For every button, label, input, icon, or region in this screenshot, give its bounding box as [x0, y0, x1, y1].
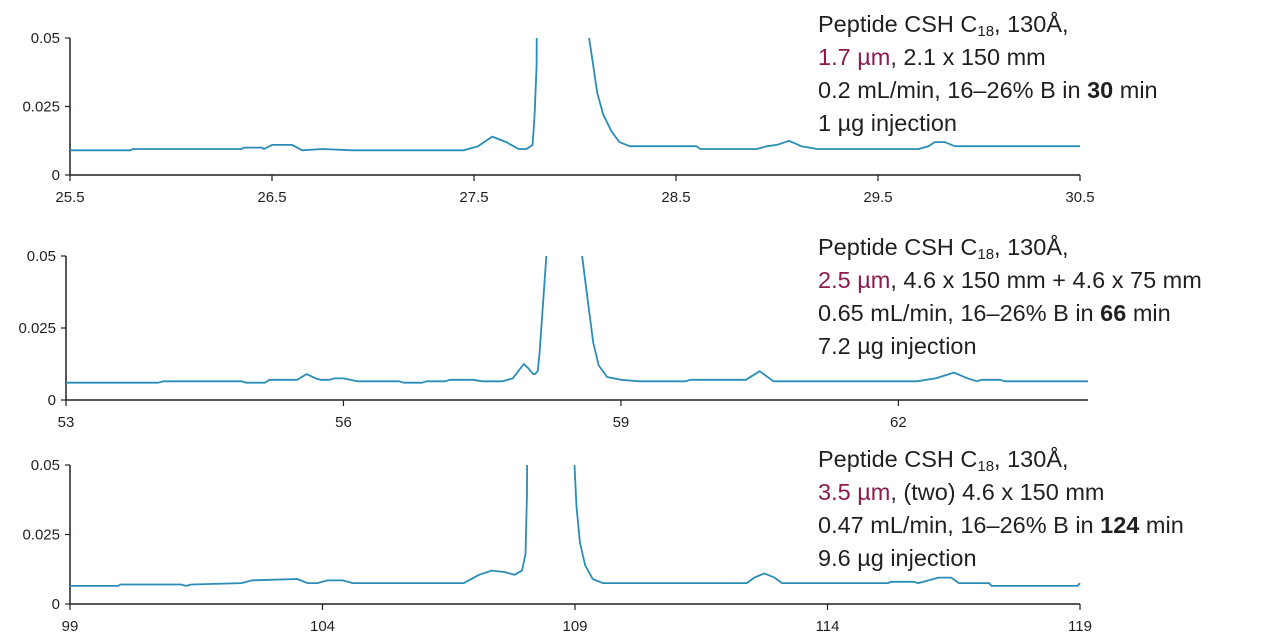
panel-1-y-tick-label: 0 [52, 167, 60, 184]
panel-2-x-tick-label: 59 [613, 414, 630, 431]
panel-2-x-tick-label: 53 [58, 414, 75, 431]
panel-3-x-tick-label: 99 [62, 618, 79, 635]
panel-1-x-tick-label: 28.5 [661, 189, 690, 206]
column-dimensions: 3.5 µm, (two) 4.6 x 150 mm [818, 479, 1105, 505]
injection-amount: 7.2 µg injection [818, 333, 977, 359]
panel-2-annotation: Peptide CSH C18, 130Å, 2.5 µm, 4.6 x 150… [818, 231, 1202, 363]
panel-3-x-tick-label: 114 [816, 618, 840, 635]
column-description: Peptide CSH C18, 130Å, [818, 234, 1069, 263]
flow-conditions: 0.47 mL/min, 16–26% B in 124 min [818, 512, 1184, 538]
particle-size: 3.5 µm [818, 479, 891, 505]
panel-3-annotation: Peptide CSH C18, 130Å, 3.5 µm, (two) 4.6… [818, 443, 1184, 575]
column-description: Peptide CSH C18, 130Å, [818, 446, 1069, 475]
panel-1-annotation: Peptide CSH C18, 130Å, 1.7 µm, 2.1 x 150… [818, 8, 1158, 140]
panel-1-x-tick-label: 30.5 [1065, 189, 1094, 206]
panel-2-y-tick-label: 0.025 [18, 320, 56, 337]
flow-conditions: 0.65 mL/min, 16–26% B in 66 min [818, 300, 1171, 326]
panel-2-x-tick-label: 62 [890, 414, 907, 431]
panel-3-y-tick-label: 0 [52, 596, 60, 613]
panel-3-y-tick-label: 0.05 [31, 457, 60, 474]
panel-2-chromatogram-trace [66, 256, 1088, 384]
panel-1-y-tick-label: 0.05 [31, 30, 60, 47]
panel-1-x-tick-label: 25.5 [55, 189, 84, 206]
panel-2-y-tick-label: 0.05 [27, 248, 56, 265]
flow-conditions: 0.2 mL/min, 16–26% B in 30 min [818, 77, 1158, 103]
panel-3-y-tick-label: 0.025 [22, 527, 60, 544]
panel-3-x-tick-label: 104 [310, 618, 335, 635]
panel-1-x-tick-label: 29.5 [863, 189, 892, 206]
panel-1-x-tick-label: 27.5 [459, 189, 488, 206]
panel-1-x-tick-label: 26.5 [257, 189, 286, 206]
panel-3-x-tick-label: 119 [1068, 618, 1092, 635]
injection-amount: 9.6 µg injection [818, 545, 977, 571]
particle-size: 1.7 µm [818, 44, 891, 70]
injection-amount: 1 µg injection [818, 110, 957, 136]
panel-1-chromatogram-trace [70, 38, 1080, 152]
panel-3-x-tick-label: 109 [562, 618, 587, 635]
panel-3-chromatogram-trace [70, 465, 1081, 587]
panel-2-y-tick-label: 0 [48, 392, 56, 409]
particle-size: 2.5 µm [818, 267, 891, 293]
panel-1-y-tick-label: 0.025 [22, 99, 60, 116]
column-description: Peptide CSH C18, 130Å, [818, 11, 1069, 40]
panel-2-x-tick-label: 56 [335, 414, 352, 431]
column-dimensions: 2.5 µm, 4.6 x 150 mm + 4.6 x 75 mm [818, 267, 1202, 293]
column-dimensions: 1.7 µm, 2.1 x 150 mm [818, 44, 1046, 70]
